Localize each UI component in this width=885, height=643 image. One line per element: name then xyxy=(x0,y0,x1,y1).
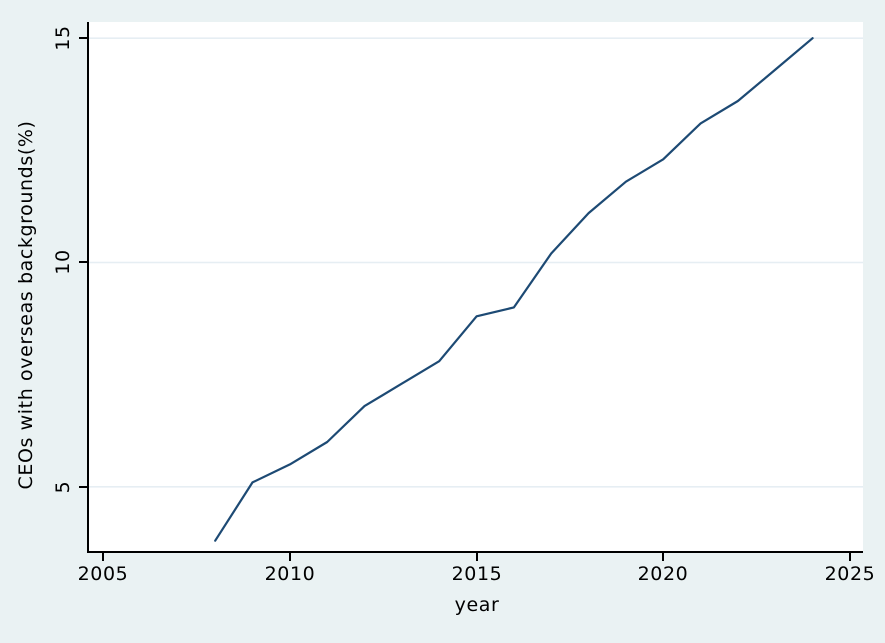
x-tick-2015 xyxy=(476,553,478,561)
gridlines xyxy=(89,37,863,488)
y-tick-15 xyxy=(79,37,87,39)
plot-area xyxy=(87,22,863,553)
y-tick-5 xyxy=(79,486,87,488)
x-tick-label-2025: 2025 xyxy=(824,563,876,585)
x-tick-label-2020: 2020 xyxy=(637,563,689,585)
x-tick-2025 xyxy=(849,553,851,561)
x-tick-label-2005: 2005 xyxy=(77,563,129,585)
x-tick-label-2010: 2010 xyxy=(264,563,316,585)
x-tick-2010 xyxy=(289,553,291,561)
x-axis-title: year xyxy=(454,594,500,616)
x-tick-2020 xyxy=(662,553,664,561)
x-tick-2005 xyxy=(102,553,104,561)
y-tick-label-15: 15 xyxy=(52,25,74,51)
plot-area-svg xyxy=(89,37,863,542)
x-tick-label-2015: 2015 xyxy=(451,563,503,585)
data-line-series xyxy=(214,37,814,542)
y-axis-title: CEOs with overseas backgrounds(%) xyxy=(15,120,37,490)
y-tick-10 xyxy=(79,261,87,263)
y-tick-label-5: 5 xyxy=(52,480,74,494)
y-tick-label-10: 10 xyxy=(52,249,74,275)
